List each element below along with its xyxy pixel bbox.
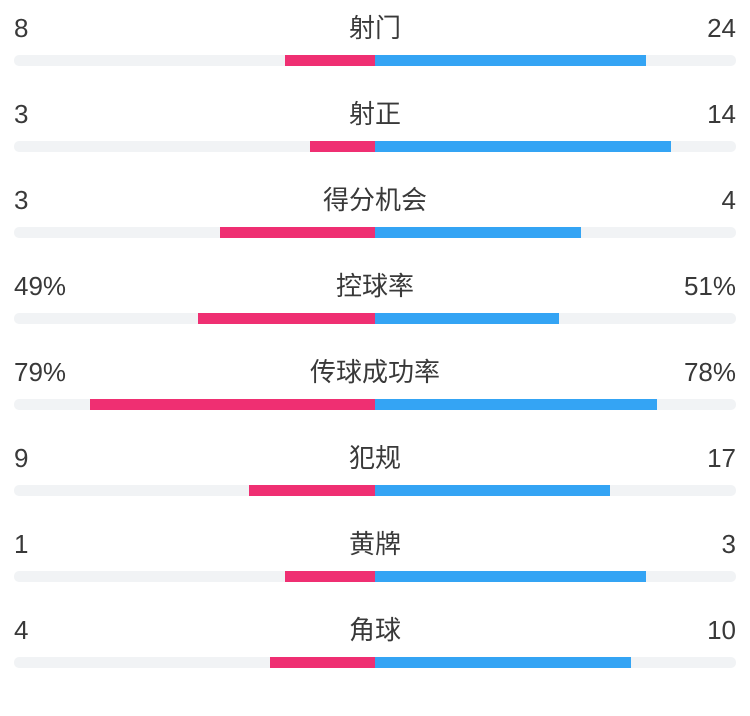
bar-fill-right [375, 485, 610, 496]
bar-fill-right [375, 657, 631, 668]
stat-label: 角球 [84, 610, 666, 647]
stat-bar [14, 485, 736, 496]
bar-track-right [375, 399, 736, 410]
stat-row: 3射正14 [14, 94, 736, 152]
stat-label: 控球率 [84, 266, 666, 303]
stat-value-left: 4 [14, 615, 84, 646]
stat-value-left: 8 [14, 13, 84, 44]
stat-value-left: 1 [14, 529, 84, 560]
stat-row: 9犯规17 [14, 438, 736, 496]
bar-track-left [14, 55, 375, 66]
stat-header: 4角球10 [14, 610, 736, 647]
bar-track-right [375, 313, 736, 324]
stat-bar [14, 141, 736, 152]
stat-value-right: 14 [666, 99, 736, 130]
stat-value-right: 10 [666, 615, 736, 646]
bar-track-right [375, 571, 736, 582]
bar-fill-left [285, 55, 375, 66]
stat-header: 3射正14 [14, 94, 736, 131]
bar-track-left [14, 657, 375, 668]
bar-track-right [375, 657, 736, 668]
stat-header: 8射门24 [14, 8, 736, 45]
stat-header: 9犯规17 [14, 438, 736, 475]
bar-track-right [375, 141, 736, 152]
stat-value-left: 3 [14, 185, 84, 216]
bar-fill-left [198, 313, 375, 324]
stat-bar [14, 313, 736, 324]
stat-row: 3得分机会4 [14, 180, 736, 238]
bar-track-left [14, 227, 375, 238]
bar-track-left [14, 141, 375, 152]
stat-label: 射正 [84, 94, 666, 131]
bar-fill-left [220, 227, 375, 238]
bar-fill-left [285, 571, 375, 582]
bar-fill-right [375, 227, 581, 238]
bar-fill-left [90, 399, 375, 410]
stat-bar [14, 55, 736, 66]
bar-fill-left [270, 657, 375, 668]
stat-value-left: 79% [14, 357, 84, 388]
bar-fill-left [310, 141, 375, 152]
stat-row: 79%传球成功率78% [14, 352, 736, 410]
match-stats-container: 8射门243射正143得分机会449%控球率51%79%传球成功率78%9犯规1… [0, 0, 750, 716]
bar-track-right [375, 485, 736, 496]
stat-label: 得分机会 [84, 180, 666, 217]
stat-label: 犯规 [84, 438, 666, 475]
stat-row: 49%控球率51% [14, 266, 736, 324]
stat-header: 49%控球率51% [14, 266, 736, 303]
bar-fill-right [375, 571, 646, 582]
stat-label: 黄牌 [84, 524, 666, 561]
bar-fill-right [375, 55, 646, 66]
stat-header: 79%传球成功率78% [14, 352, 736, 389]
stat-bar [14, 399, 736, 410]
stat-row: 8射门24 [14, 8, 736, 66]
bar-track-left [14, 571, 375, 582]
stat-value-left: 9 [14, 443, 84, 474]
stat-value-right: 78% [666, 357, 736, 388]
bar-fill-left [249, 485, 375, 496]
stat-value-right: 51% [666, 271, 736, 302]
bar-track-left [14, 313, 375, 324]
stat-bar [14, 657, 736, 668]
stat-value-right: 4 [666, 185, 736, 216]
bar-fill-right [375, 313, 559, 324]
stat-row: 4角球10 [14, 610, 736, 668]
stat-value-left: 3 [14, 99, 84, 130]
bar-track-left [14, 485, 375, 496]
stat-header: 3得分机会4 [14, 180, 736, 217]
stat-value-right: 3 [666, 529, 736, 560]
stat-bar [14, 227, 736, 238]
bar-fill-right [375, 141, 671, 152]
bar-fill-right [375, 399, 657, 410]
stat-row: 1黄牌3 [14, 524, 736, 582]
bar-track-left [14, 399, 375, 410]
stat-label: 传球成功率 [84, 352, 666, 389]
stat-value-left: 49% [14, 271, 84, 302]
stat-value-right: 24 [666, 13, 736, 44]
stat-bar [14, 571, 736, 582]
bar-track-right [375, 55, 736, 66]
stat-header: 1黄牌3 [14, 524, 736, 561]
bar-track-right [375, 227, 736, 238]
stat-label: 射门 [84, 8, 666, 45]
stat-value-right: 17 [666, 443, 736, 474]
